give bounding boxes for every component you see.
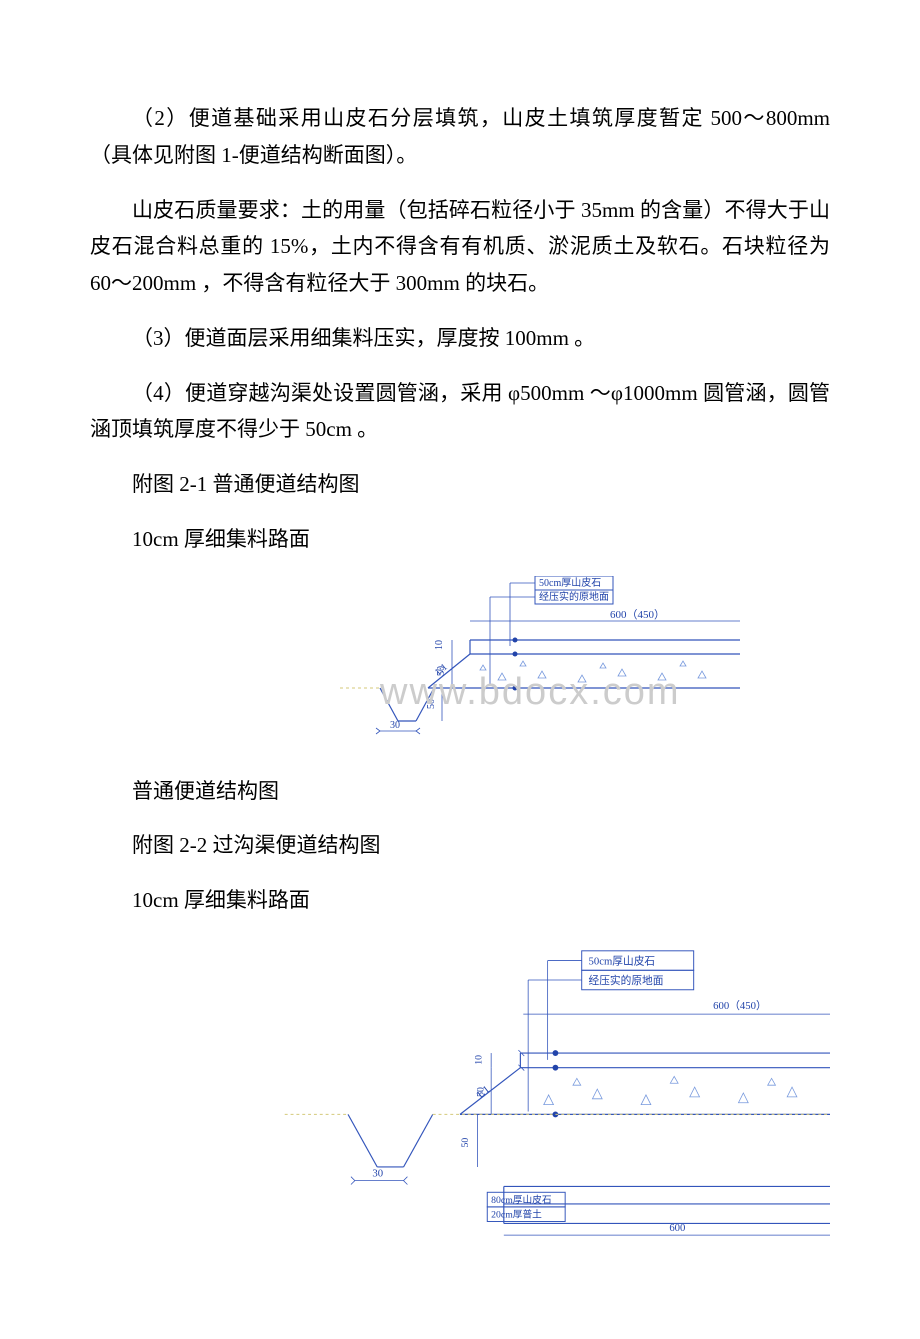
figure-1-caption: 普通便道结构图 [90,773,830,810]
paragraph-req: 山皮石质量要求：土的用量（包括碎石粒径小于 35mm 的含量）不得大于山皮石混合… [90,192,830,302]
figure-1-subtitle: 10cm 厚细集料路面 [90,521,830,558]
legend-line-2: 经压实的原地面 [539,590,609,603]
figure-2-subtitle: 10cm 厚细集料路面 [90,882,830,919]
paragraph-3: （3）便道面层采用细集料压实，厚度按 100mm 。 [90,320,830,357]
dim2-bl: 30 [372,1167,383,1179]
dim2-top: 600（450） [713,999,767,1012]
diagram-1-container: 50cm厚山皮石 经压实的原地面 600（450） 1:1 10 50 [90,576,830,741]
diagram-1: 50cm厚山皮石 经压实的原地面 600（450） 1:1 10 50 [180,576,740,741]
legend2-line-2: 经压实的原地面 [589,974,664,987]
dim2-v3: 50 [460,1137,471,1147]
paragraph-4: （4）便道穿越沟渠处设置圆管涵，采用 φ500mm ～φ1000mm 圆管涵，圆… [90,375,830,449]
diagram-2: 50cm厚山皮石 经压实的原地面 600（450） 1:1 10 50 [90,937,830,1247]
dim-top: 600（450） [610,608,665,621]
legend2b-line-2: 20cm厚普土 [491,1207,542,1220]
figure-1-title: 附图 2-1 普通便道结构图 [90,466,830,503]
diagram-2-container: 50cm厚山皮石 经压实的原地面 600（450） 1:1 10 50 [90,937,830,1247]
watermark: www.bdocx.com [379,671,681,713]
legend2-line-1: 50cm厚山皮石 [589,954,656,967]
dim2-v2: 50 [475,1087,486,1097]
dim2-br: 600 [669,1222,685,1234]
paragraph-2: （2）便道基础采用山皮石分层填筑，山皮土填筑厚度暂定 500～800mm （具体… [90,100,830,174]
dim2-v1: 10 [473,1055,484,1065]
figure-2-title: 附图 2-2 过沟渠便道结构图 [90,827,830,864]
dim-bottom: 30 [390,720,400,731]
dim-v1: 10 [434,640,445,650]
legend-line-1: 50cm厚山皮石 [539,576,601,589]
legend2b-line-1: 80cm厚山皮石 [491,1193,552,1206]
